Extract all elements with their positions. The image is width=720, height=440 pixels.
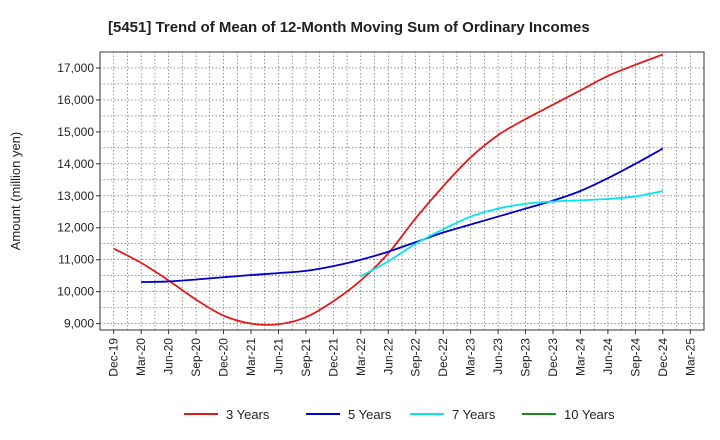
y-tick-label: 14,000 bbox=[57, 157, 94, 171]
x-tick-label: Mar-23 bbox=[464, 338, 478, 376]
chart-title: [5451] Trend of Mean of 12-Month Moving … bbox=[108, 19, 590, 36]
x-tick-label: Sep-24 bbox=[628, 338, 642, 377]
x-tick-label: Jun-24 bbox=[601, 338, 615, 375]
x-tick-label: Mar-24 bbox=[573, 338, 587, 376]
legend: 3 Years 5 Years 7 Years 10 Years bbox=[184, 407, 615, 422]
x-tick-label: Jun-23 bbox=[491, 338, 505, 375]
x-tick-label: Dec-24 bbox=[656, 338, 670, 377]
x-tick-label: Sep-23 bbox=[519, 338, 533, 377]
y-tick-label: 16,000 bbox=[57, 93, 94, 107]
legend-label-10-years: 10 Years bbox=[564, 407, 615, 422]
x-tick-label: Dec-22 bbox=[436, 338, 450, 377]
y-tick-label: 9,000 bbox=[64, 317, 94, 331]
x-tick-label: Mar-20 bbox=[134, 338, 148, 376]
x-tick-label: Mar-22 bbox=[354, 338, 368, 376]
y-tick-label: 12,000 bbox=[57, 221, 94, 235]
legend-label-5-years: 5 Years bbox=[348, 407, 392, 422]
series-layer bbox=[113, 53, 664, 326]
x-tick-label: Dec-23 bbox=[546, 338, 560, 377]
x-tick-label: Jun-20 bbox=[162, 338, 176, 375]
series-line-3-years bbox=[113, 53, 664, 326]
x-tick-label: Jun-21 bbox=[271, 338, 285, 375]
plot-area bbox=[99, 51, 705, 331]
y-tick-label: 13,000 bbox=[57, 189, 94, 203]
y-tick-label: 17,000 bbox=[57, 61, 94, 75]
y-tick-label: 11,000 bbox=[58, 253, 94, 267]
y-tick-label: 15,000 bbox=[57, 125, 94, 139]
gridlines bbox=[100, 51, 704, 330]
legend-label-7-years: 7 Years bbox=[452, 407, 496, 422]
x-tick-label: Dec-19 bbox=[107, 338, 121, 377]
series-line-5-years bbox=[141, 147, 664, 283]
x-tick-label: Dec-20 bbox=[217, 338, 231, 377]
x-axis: Dec-19 Mar-20 Jun-20 Sep-20 Dec-20 Mar-21 Jun-… bbox=[107, 330, 697, 377]
y-axis-label: Amount (million yen) bbox=[8, 132, 23, 251]
y-tick-label: 10,000 bbox=[57, 285, 94, 299]
x-tick-label: Mar-25 bbox=[683, 338, 697, 376]
x-tick-label: Sep-22 bbox=[409, 338, 423, 377]
y-axis: 9,000 10,000 11,000 12,000 13,000 14,000 15,00… bbox=[57, 61, 100, 331]
legend-label-3-years: 3 Years bbox=[226, 407, 270, 422]
series-line-7-years bbox=[360, 190, 663, 278]
x-tick-label: Dec-21 bbox=[326, 338, 340, 377]
x-tick-label: Sep-20 bbox=[189, 338, 203, 377]
x-tick-label: Sep-21 bbox=[299, 338, 313, 377]
x-tick-label: Mar-21 bbox=[244, 338, 258, 376]
x-tick-label: Jun-22 bbox=[381, 338, 395, 375]
